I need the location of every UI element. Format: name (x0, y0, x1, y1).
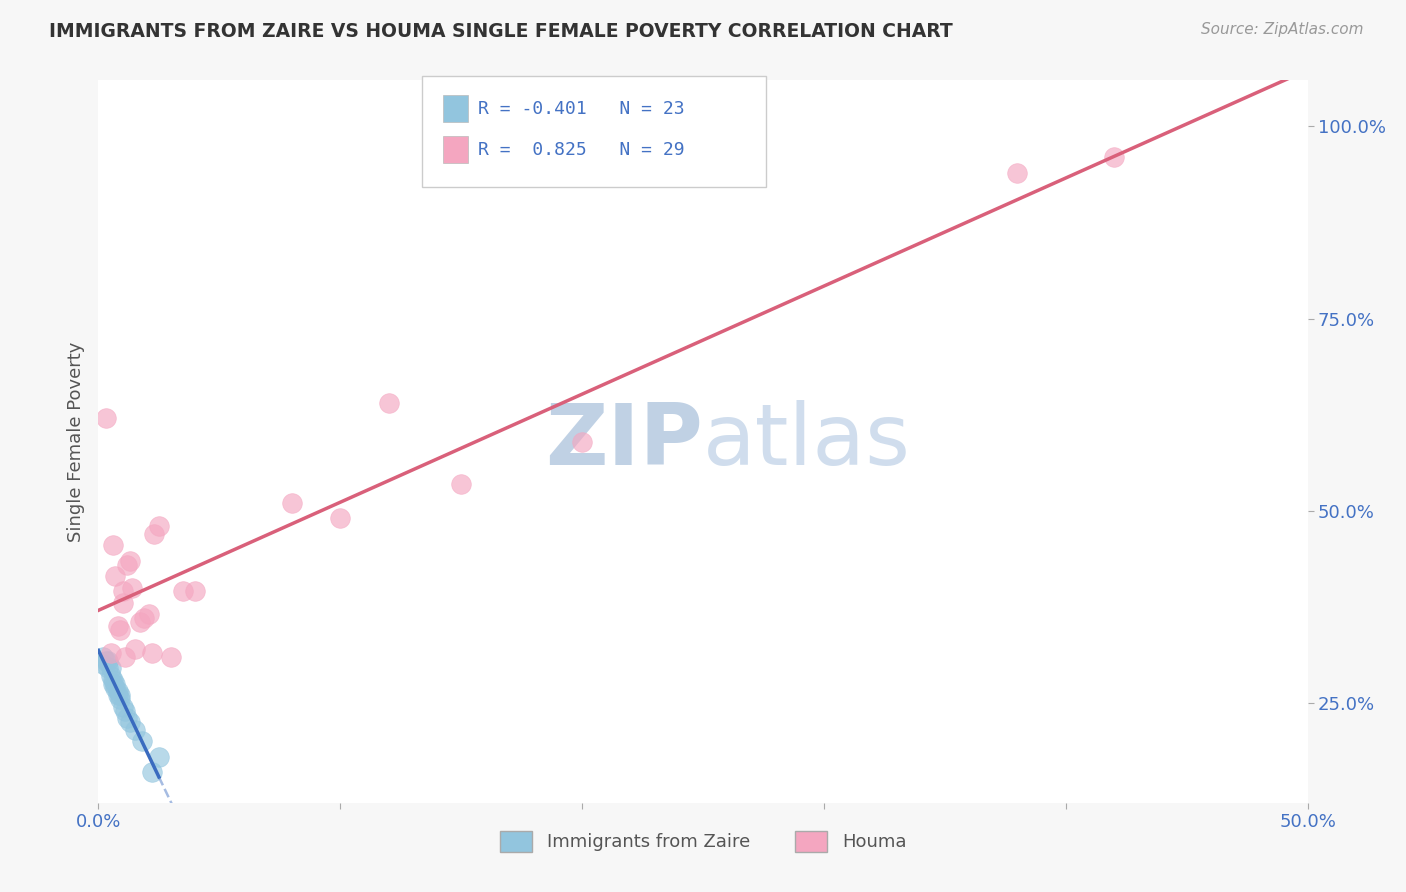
Text: ZIP: ZIP (546, 400, 703, 483)
Point (108, 688, 131, 702)
Point (97, 661, 120, 675)
Point (118, 554, 141, 568)
Point (101, 538, 124, 552)
Point (114, 704, 136, 718)
Point (108, 623, 131, 637)
Point (184, 584, 207, 599)
Point (124, 642, 146, 657)
Point (100, 669, 122, 683)
Point (1102, 150, 1125, 164)
Point (571, 434, 593, 449)
Point (148, 519, 170, 533)
Point (450, 476, 472, 491)
Point (172, 584, 194, 599)
Point (377, 396, 399, 410)
Point (121, 581, 143, 595)
Text: R =  0.825   N = 29: R = 0.825 N = 29 (478, 141, 685, 159)
Point (138, 607, 160, 622)
Text: atlas: atlas (703, 400, 911, 483)
Point (160, 649, 183, 664)
Text: Source: ZipAtlas.com: Source: ZipAtlas.com (1201, 22, 1364, 37)
Point (111, 596, 134, 610)
Point (134, 611, 156, 625)
Point (107, 688, 129, 702)
Point (104, 681, 127, 695)
Point (101, 673, 124, 687)
Point (118, 715, 141, 730)
Y-axis label: Single Female Poverty: Single Female Poverty (66, 342, 84, 541)
Point (143, 526, 166, 541)
Point (117, 558, 139, 572)
Point (128, 615, 150, 630)
Point (141, 765, 163, 780)
Point (94, 411, 117, 425)
Point (1007, 165, 1029, 179)
Point (107, 619, 129, 633)
Point (329, 511, 352, 525)
Point (91, 657, 114, 672)
Text: IMMIGRANTS FROM ZAIRE VS HOUMA SINGLE FEMALE POVERTY CORRELATION CHART: IMMIGRANTS FROM ZAIRE VS HOUMA SINGLE FE… (49, 22, 953, 41)
Point (141, 646, 163, 660)
Point (108, 692, 131, 706)
Point (101, 676, 124, 690)
Point (100, 646, 122, 660)
Point (281, 496, 304, 510)
Legend: Immigrants from Zaire, Houma: Immigrants from Zaire, Houma (492, 823, 914, 859)
Point (94, 654, 117, 668)
Point (124, 723, 146, 737)
Point (100, 661, 122, 675)
Point (111, 699, 134, 714)
Point (148, 749, 170, 764)
Point (111, 584, 134, 599)
Point (104, 676, 127, 690)
Point (107, 684, 129, 698)
Point (131, 734, 153, 748)
Text: R = -0.401   N = 23: R = -0.401 N = 23 (478, 100, 685, 118)
Point (117, 711, 139, 725)
Point (91, 649, 114, 664)
Point (97, 654, 120, 668)
Point (114, 649, 136, 664)
Point (104, 569, 127, 583)
